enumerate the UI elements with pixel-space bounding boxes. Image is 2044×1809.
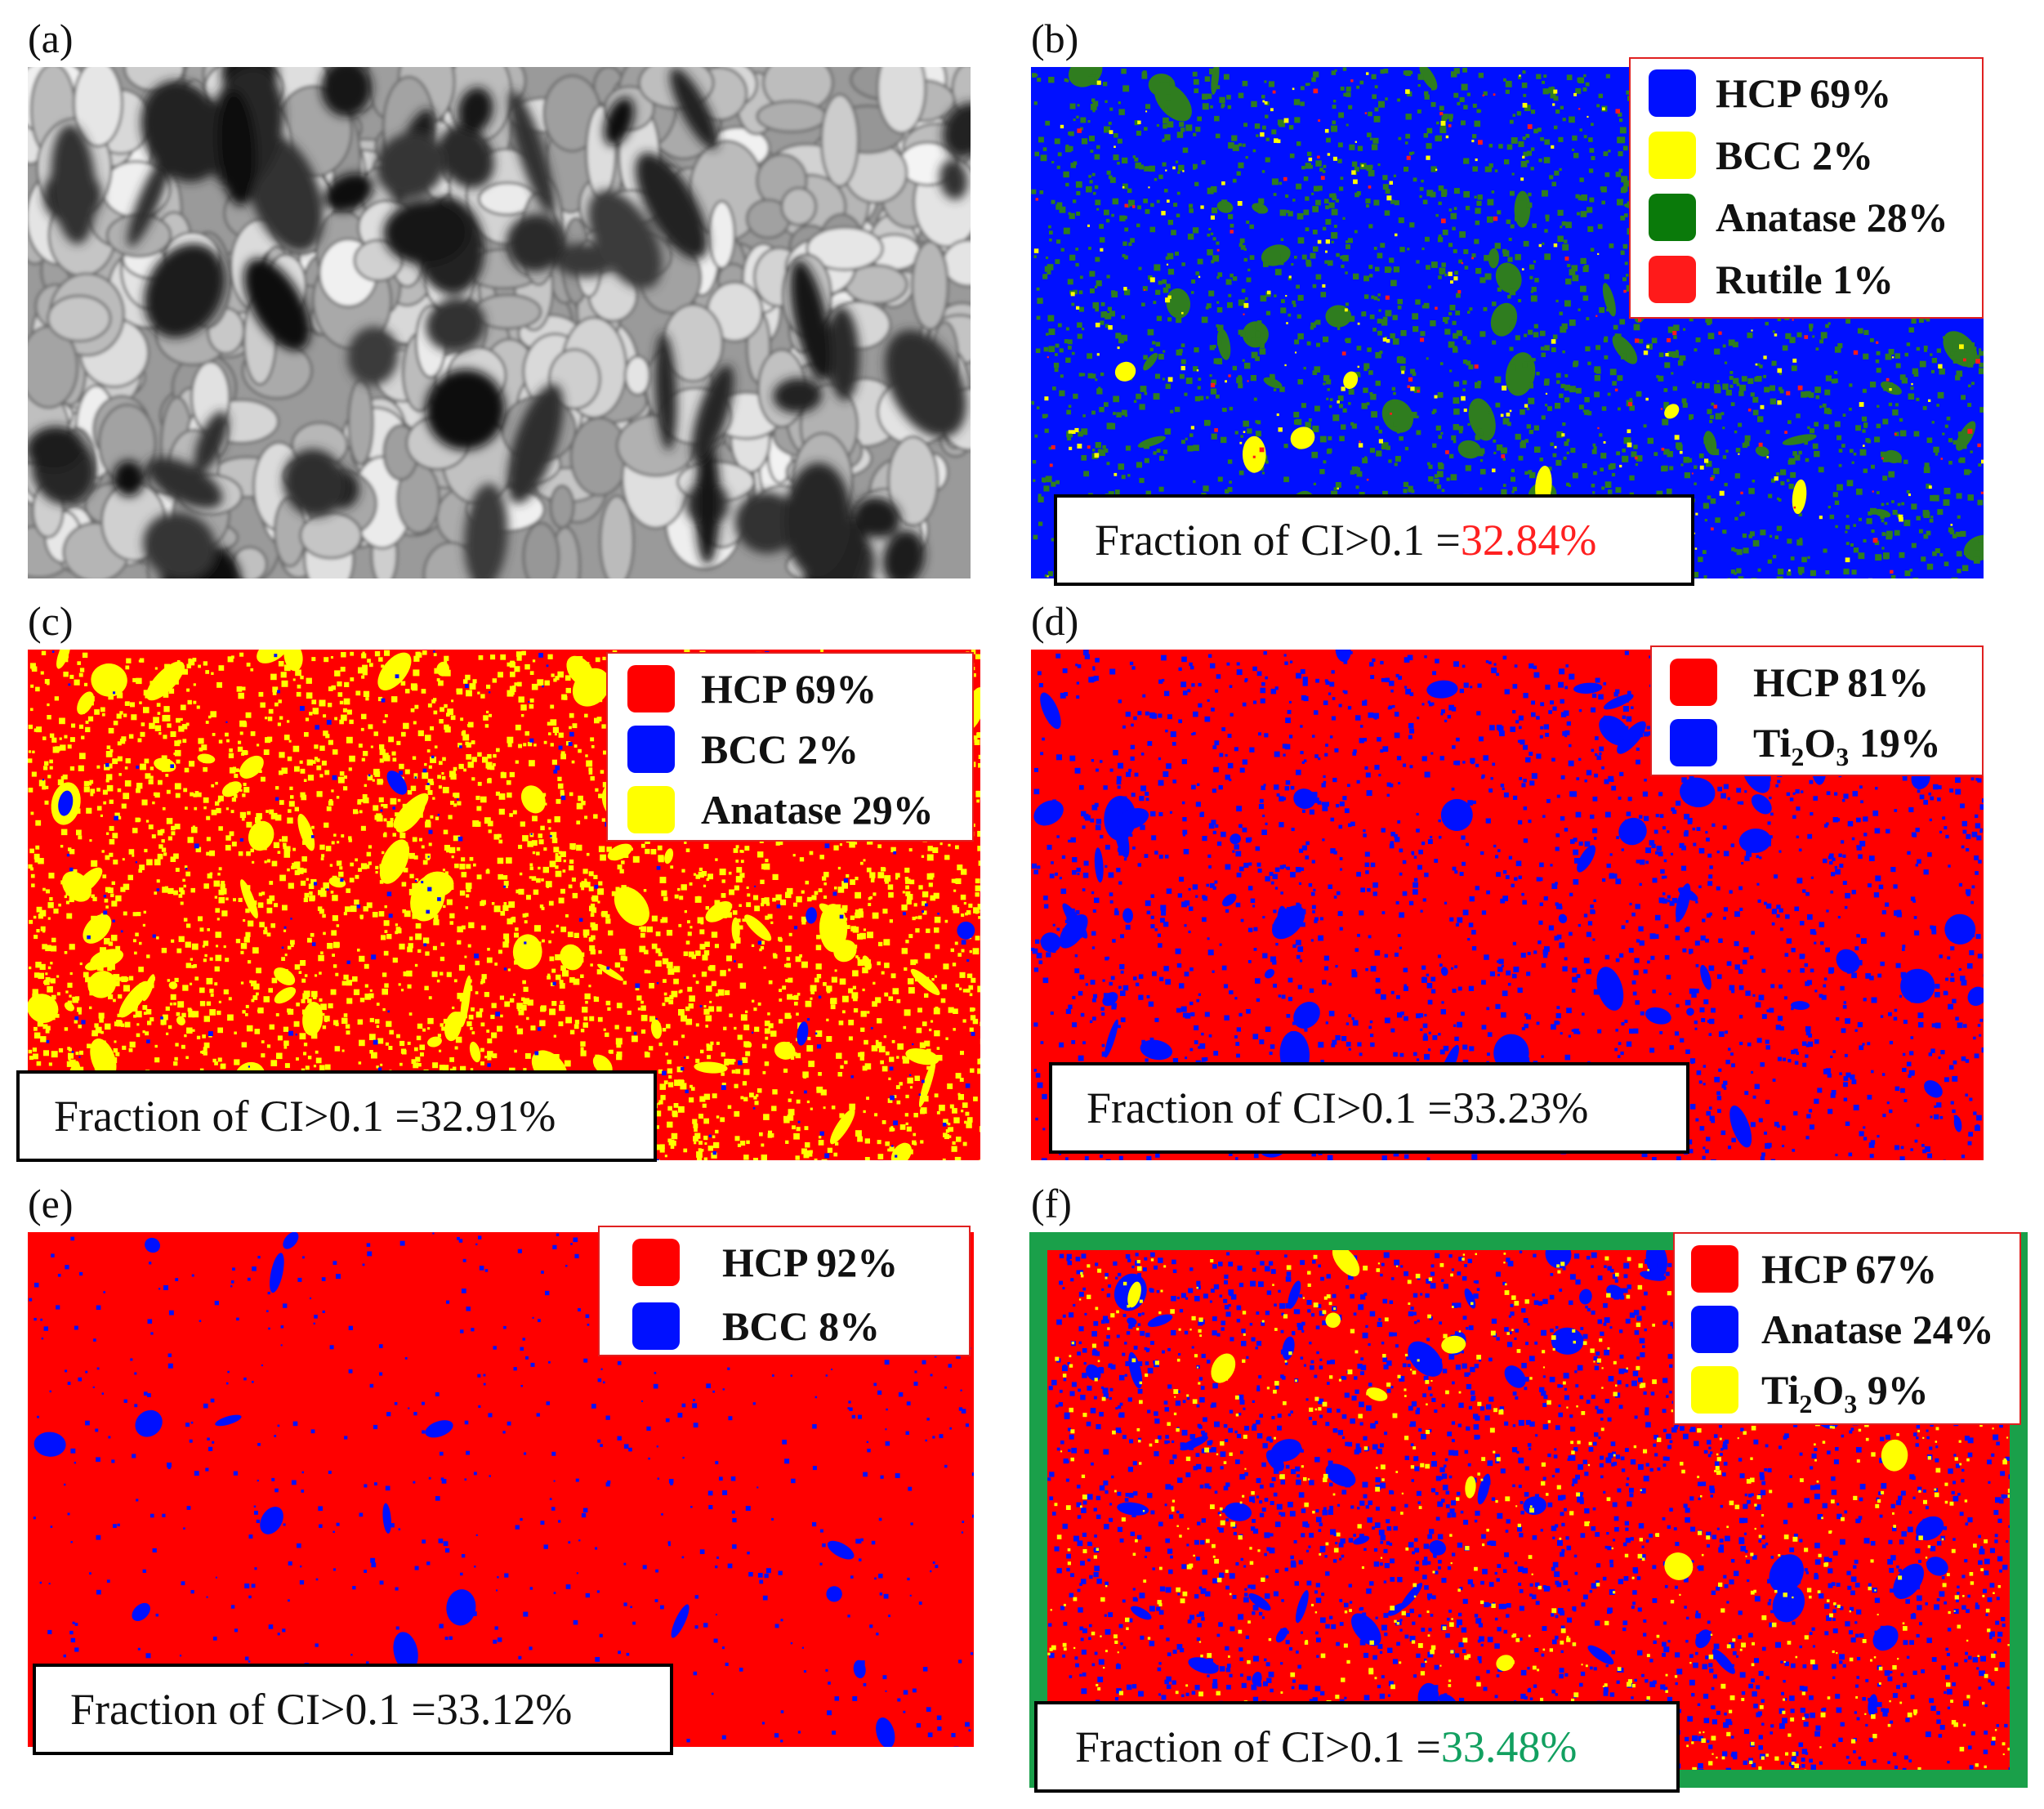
fraction-prefix-b: Fraction of CI>0.1 = (1095, 516, 1461, 565)
legend-swatch (1649, 256, 1696, 303)
legend-item: HCP 67% (1675, 1239, 2019, 1299)
legend-label: HCP 69% (1716, 70, 1892, 116)
legend-swatch (627, 665, 675, 712)
panel-label-f: (f) (1031, 1181, 1072, 1226)
micrograph-panel-a (28, 67, 971, 578)
legend-swatch (627, 786, 675, 833)
legend-label: Ti2O3 9% (1761, 1367, 1929, 1418)
legend-swatch (627, 726, 675, 773)
fraction-box-c: Fraction of CI>0.1 =32.91% (16, 1070, 657, 1162)
legend-label: Anatase 24% (1761, 1306, 1994, 1352)
legend-b: HCP 69% BCC 2% Anatase 28% Rutile 1% (1629, 57, 1984, 319)
legend-label: Anatase 29% (701, 787, 934, 833)
legend-label: Rutile 1% (1716, 257, 1894, 302)
fraction-value-c: 32.91% (419, 1092, 556, 1141)
legend-label: HCP 81% (1753, 659, 1930, 705)
panel-label-e: (e) (28, 1181, 74, 1226)
legend-item: Rutile 1% (1631, 248, 1982, 310)
legend-label: HCP 67% (1761, 1246, 1938, 1292)
fraction-box-d: Fraction of CI>0.1 =33.23% (1049, 1062, 1689, 1154)
fraction-value-b: 32.84% (1460, 516, 1597, 565)
legend-item: HCP 69% (608, 659, 972, 719)
legend-swatch (632, 1302, 680, 1350)
legend-item: BCC 2% (608, 719, 972, 779)
legend-swatch (1649, 194, 1696, 241)
fraction-value-f: 33.48% (1440, 1722, 1578, 1771)
legend-swatch (1691, 1245, 1738, 1293)
fraction-prefix-e: Fraction of CI>0.1 = (70, 1685, 436, 1734)
legend-swatch (632, 1239, 680, 1286)
legend-swatch (1670, 659, 1717, 706)
panel-label-a: (a) (28, 16, 74, 61)
legend-item: Ti2O3 9% (1675, 1360, 2019, 1420)
legend-label: HCP 92% (722, 1240, 899, 1285)
legend-item: HCP 81% (1652, 652, 1982, 712)
legend-label: BCC 2% (1716, 132, 1874, 178)
legend-d: HCP 81% Ti2O3 19% (1650, 645, 1984, 776)
legend-item: Anatase 24% (1675, 1299, 2019, 1360)
legend-item: Anatase 29% (608, 779, 972, 840)
panel-label-b: (b) (1031, 16, 1079, 61)
legend-label: BCC 2% (701, 726, 859, 772)
legend-swatch (1649, 69, 1696, 117)
legend-item: HCP 92% (600, 1231, 969, 1294)
legend-swatch (1649, 132, 1696, 179)
fraction-box-e: Fraction of CI>0.1 =33.12% (33, 1664, 673, 1755)
legend-label: Ti2O3 19% (1753, 720, 1941, 771)
fraction-box-f: Fraction of CI>0.1 =33.48% (1034, 1701, 1680, 1793)
fraction-prefix-d: Fraction of CI>0.1 = (1087, 1083, 1453, 1132)
fraction-prefix-f: Fraction of CI>0.1 = (1075, 1722, 1441, 1771)
legend-item: BCC 8% (600, 1294, 969, 1358)
sem-micrograph-image (28, 67, 971, 578)
fraction-value-e: 33.12% (435, 1685, 573, 1734)
legend-label: HCP 69% (701, 666, 877, 712)
fraction-prefix-c: Fraction of CI>0.1 = (54, 1092, 420, 1141)
panel-label-d: (d) (1031, 598, 1079, 644)
legend-swatch (1691, 1306, 1738, 1353)
legend-swatch (1670, 719, 1717, 766)
legend-label: Anatase 28% (1716, 194, 1948, 240)
legend-item: HCP 69% (1631, 62, 1982, 124)
legend-swatch (1691, 1366, 1738, 1414)
legend-e: HCP 92% BCC 8% (598, 1226, 971, 1356)
panel-label-c: (c) (28, 598, 74, 644)
fraction-value-d: 33.23% (1452, 1083, 1589, 1132)
legend-item: Anatase 28% (1631, 186, 1982, 248)
legend-item: BCC 2% (1631, 124, 1982, 186)
fraction-box-b: Fraction of CI>0.1 =32.84% (1054, 494, 1694, 586)
legend-c: HCP 69% BCC 2% Anatase 29% (606, 652, 974, 842)
legend-label: BCC 8% (722, 1303, 881, 1349)
legend-item: Ti2O3 19% (1652, 712, 1982, 773)
legend-f: HCP 67% Anatase 24% Ti2O3 9% (1673, 1232, 2021, 1425)
